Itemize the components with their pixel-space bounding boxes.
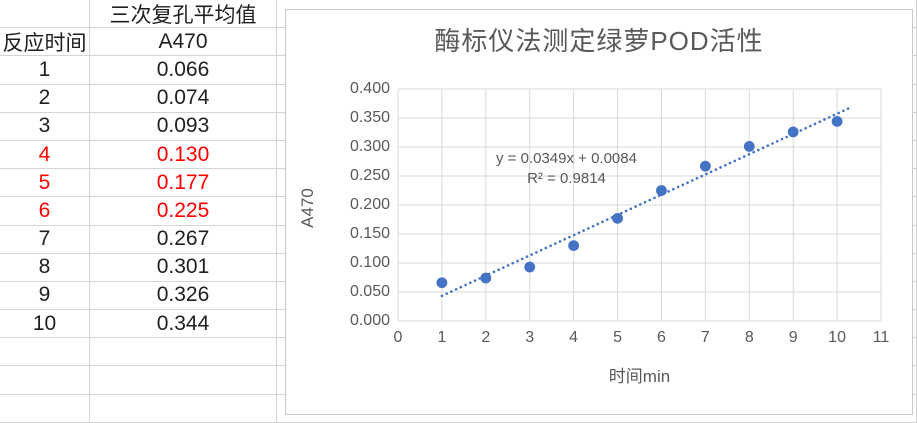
cell-r9-c1[interactable]: 7 (0, 225, 90, 254)
y-tick-label: 0.050 (349, 283, 390, 300)
x-tick-label: 10 (828, 329, 846, 346)
x-tick-label: 4 (569, 329, 579, 346)
x-tick-label: 8 (744, 329, 754, 346)
chart-title[interactable]: 酶标仪法测定绿萝POD活性 (434, 26, 764, 56)
y-tick-label: 0.400 (349, 80, 390, 97)
x-tick-label: 0 (393, 329, 403, 346)
x-tick-label: 6 (657, 329, 666, 346)
data-point[interactable] (480, 272, 492, 284)
cell-r6-c2[interactable]: 0.130 (90, 140, 277, 170)
data-point[interactable] (612, 212, 623, 224)
data-point[interactable] (524, 261, 536, 273)
cell-r7-c2[interactable]: 0.177 (90, 169, 277, 198)
cell-r7-c1[interactable]: 5 (0, 169, 90, 198)
cell-r8-c2[interactable]: 0.225 (90, 197, 277, 226)
y-axis-title[interactable]: A470 (298, 188, 317, 228)
cell-r8-c1[interactable]: 6 (0, 197, 90, 226)
data-point[interactable] (699, 160, 711, 172)
cell-r9-c2[interactable]: 0.267 (90, 225, 277, 254)
cell-r15-c1[interactable] (0, 394, 90, 423)
cell-r11-c2[interactable]: 0.326 (90, 281, 277, 311)
cell-r3-c2[interactable]: 0.066 (90, 56, 277, 85)
cell-r5-c1[interactable]: 3 (0, 112, 90, 141)
trendline-r-squared-text: R² = 0.9814 (527, 170, 606, 187)
chart[interactable]: 酶标仪法测定绿萝POD活性 A470 时间min y = 0.0349x + 0… (285, 9, 913, 415)
x-tick-label: 3 (525, 329, 535, 346)
y-tick-label: 0.100 (349, 254, 390, 271)
trendline-equation-text: y = 0.0349x + 0.0084 (496, 150, 637, 167)
data-point[interactable] (436, 277, 448, 289)
x-tick-label: 7 (700, 329, 710, 346)
data-point[interactable] (787, 126, 799, 138)
cell-r14-c1[interactable] (0, 366, 90, 395)
cell-r4-c1[interactable]: 2 (0, 84, 90, 113)
cell-r5-c2[interactable]: 0.093 (90, 112, 277, 141)
y-tick-label: 0.350 (349, 109, 390, 126)
data-point[interactable] (831, 116, 843, 127)
y-tick-label: 0.250 (349, 167, 390, 184)
cell-r11-c1[interactable]: 9 (0, 281, 90, 311)
x-tick-label: 11 (872, 329, 890, 346)
cell-r13-c1[interactable] (0, 338, 90, 367)
cell-r2-c2[interactable]: A470 (90, 28, 277, 57)
x-tick-label: 5 (613, 329, 622, 346)
cell-r12-c1[interactable]: 10 (0, 310, 90, 339)
cell-r12-c2[interactable]: 0.344 (90, 310, 277, 339)
cell-r1-c2[interactable]: 三次复孔平均值 (90, 0, 277, 29)
cell-r13-c2[interactable] (90, 338, 277, 367)
cell-r10-c1[interactable]: 8 (0, 253, 90, 282)
plot-area (397, 88, 882, 322)
y-tick-label: 0.150 (349, 225, 390, 242)
x-tick-label: 1 (437, 329, 447, 346)
y-tick-label: 0.200 (349, 196, 390, 213)
cell-r4-c2[interactable]: 0.074 (90, 84, 277, 113)
x-tick-label: 9 (788, 329, 798, 346)
x-tick-label: 2 (481, 329, 491, 346)
data-point[interactable] (656, 185, 667, 196)
trendline-label[interactable]: y = 0.0349x + 0.0084 R² = 0.9814 (464, 149, 669, 189)
x-axis-title[interactable]: 时间min (608, 367, 671, 386)
trendline[interactable] (440, 107, 850, 298)
data-point[interactable] (568, 240, 580, 252)
cell-r14-c2[interactable] (90, 366, 277, 395)
cell-r2-c1[interactable]: 反应时间 (0, 28, 90, 57)
data-point[interactable] (743, 141, 755, 152)
cell-r6-c1[interactable]: 4 (0, 140, 90, 170)
y-tick-label: 0.000 (349, 312, 390, 329)
cell-r3-c1[interactable]: 1 (0, 56, 90, 85)
cell-r1-c1[interactable] (0, 0, 90, 29)
y-tick-label: 0.300 (349, 138, 390, 155)
cell-r10-c2[interactable]: 0.301 (90, 253, 277, 282)
cell-r15-c2[interactable] (90, 394, 277, 423)
